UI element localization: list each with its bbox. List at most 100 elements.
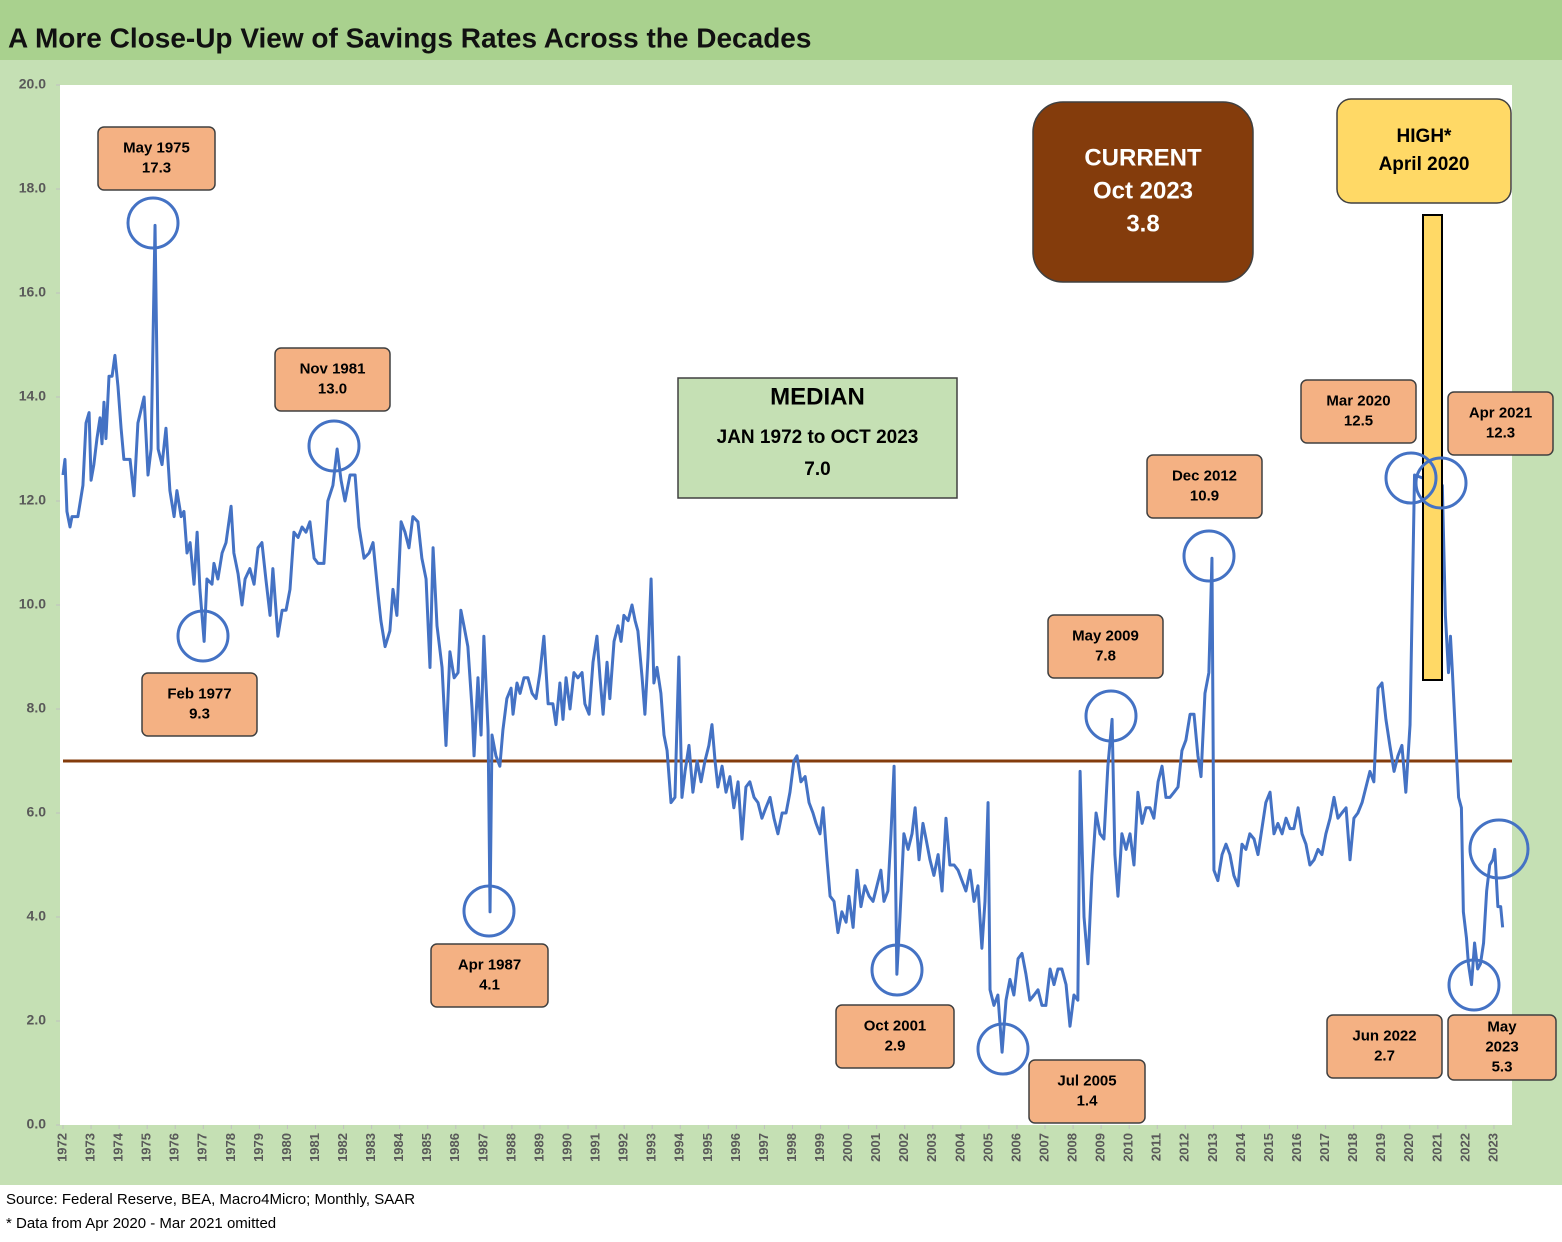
y-tick-label: 4.0: [27, 908, 47, 924]
source-note: Source: Federal Reserve, BEA, Macro4Micr…: [6, 1191, 415, 1208]
footer-background: [0, 1185, 1562, 1242]
highlight-circle: [1182, 529, 1236, 583]
x-tick-label: 1984: [391, 1132, 406, 1162]
y-tick-label: 6.0: [27, 804, 47, 820]
annotation-box: [430, 943, 549, 1008]
y-tick-label: 16.0: [19, 284, 46, 300]
annotation-box: [835, 1004, 955, 1069]
x-tick-label: 2021: [1429, 1133, 1444, 1162]
annotation-box: [1300, 379, 1417, 444]
annotation-text: MEDIAN: [770, 383, 865, 410]
x-tick-label: 2014: [1233, 1132, 1248, 1162]
annotation-text: 7.8: [1095, 647, 1116, 664]
y-tick-label: 10.0: [19, 596, 46, 612]
annotation-text: Jul 2005: [1057, 1072, 1116, 1089]
x-tick-label: 1991: [588, 1133, 603, 1162]
omitted-period-bar: [1422, 214, 1443, 681]
annotation-text: 1.4: [1077, 1092, 1099, 1109]
x-tick-label: 1975: [139, 1133, 154, 1162]
annotation-box: [141, 672, 258, 737]
x-tick-label: 1979: [251, 1133, 266, 1162]
plot: 0.0 2.0 4.0 6.0 8.0 10.0 12.0 14.0 16.0 18.0 20.0 1…: [19, 76, 1512, 1162]
annotation-text: May 1975: [123, 139, 190, 156]
x-tick-label: 1990: [559, 1133, 574, 1162]
x-tick-label: 2007: [1036, 1133, 1051, 1162]
title-bar: [0, 0, 1562, 60]
annotation-box: [1047, 614, 1164, 679]
x-tick-label: 1994: [672, 1132, 687, 1162]
x-tick-label: 2000: [840, 1133, 855, 1162]
annotation-text: Oct 2023: [1093, 177, 1193, 204]
highlight-circle: [1414, 456, 1468, 510]
highlight-circle: [1447, 958, 1501, 1012]
annotation-text: 3.8: [1126, 210, 1159, 237]
y-tick-label: 0.0: [27, 1116, 47, 1132]
x-tick-label: 1995: [700, 1133, 715, 1162]
x-tick-label: 1992: [616, 1133, 631, 1162]
y-tick-label: 18.0: [19, 180, 46, 196]
annotation-text: 5.3: [1492, 1058, 1513, 1075]
annotation-box: [1146, 454, 1263, 519]
current-box: [1032, 101, 1254, 283]
x-tick-label: 2012: [1177, 1133, 1192, 1162]
x-tick-label: 1977: [195, 1133, 210, 1162]
chart-title: A More Close-Up View of Savings Rates Ac…: [8, 22, 811, 53]
annotation-text: Dec 2012: [1172, 467, 1237, 484]
annotation-text: 9.3: [189, 705, 210, 722]
annotation-text: Jun 2022: [1352, 1027, 1416, 1044]
annotation-text: 12.5: [1344, 412, 1373, 429]
x-tick-label: 1983: [363, 1133, 378, 1162]
annotation-text: CURRENT: [1084, 144, 1202, 171]
x-tick-label: 1987: [475, 1133, 490, 1162]
x-tick-label: 2003: [924, 1133, 939, 1162]
x-tick-label: 1985: [419, 1133, 434, 1162]
x-tick-label: 1993: [644, 1133, 659, 1162]
x-tick-label: 2016: [1289, 1133, 1304, 1162]
x-tick-label: 1978: [223, 1133, 238, 1162]
highlight-circle: [976, 1022, 1030, 1076]
x-tick-label: 2009: [1093, 1133, 1108, 1162]
annotation-text: 10.9: [1190, 487, 1219, 504]
x-tick-label: 1997: [756, 1133, 771, 1162]
x-tick-label: 2018: [1345, 1133, 1360, 1162]
annotation-box: [677, 377, 958, 499]
annotation-text: April 2020: [1379, 154, 1470, 175]
y-tick-label: 2.0: [27, 1012, 47, 1028]
annotation-text: 2.9: [885, 1037, 906, 1054]
annotation-box: [97, 126, 216, 191]
annotation-box: [1326, 1014, 1443, 1079]
footnote: * Data from Apr 2020 - Mar 2021 omitted: [6, 1215, 276, 1232]
annotation-text: May: [1487, 1018, 1517, 1035]
plot-area: [60, 85, 1512, 1125]
x-tick-label: 2010: [1121, 1133, 1136, 1162]
median-value: 7.0: [804, 459, 830, 480]
annotation-text: Apr 1987: [458, 956, 521, 973]
annotation-text: Mar 2020: [1326, 392, 1390, 409]
x-tick-label: 1999: [812, 1133, 827, 1162]
highlight-circle: [176, 609, 230, 663]
annotation-text: May 2009: [1072, 627, 1139, 644]
annotation-box: [274, 347, 391, 412]
highlight-circle: [1084, 689, 1138, 743]
x-tick-label: 1982: [335, 1133, 350, 1162]
y-tick-label: 12.0: [19, 492, 46, 508]
x-tick-label: 2023: [1485, 1133, 1500, 1162]
x-tick-label: 2022: [1457, 1133, 1472, 1162]
x-tick-label: 1988: [503, 1133, 518, 1162]
annotation-box: [1447, 391, 1554, 456]
annotation-text: 2023: [1485, 1038, 1518, 1055]
x-tick-label: 2004: [952, 1132, 967, 1162]
x-tick-label: 1989: [531, 1133, 546, 1162]
x-tick-label: 2005: [980, 1133, 995, 1162]
x-tick-label: 1981: [307, 1133, 322, 1162]
x-tick-label: 2008: [1065, 1133, 1080, 1162]
x-tick-label: 1973: [82, 1133, 97, 1162]
annotation-text: Oct 2001: [864, 1017, 927, 1034]
y-tick-label: 14.0: [19, 388, 46, 404]
annotation-text: 12.3: [1486, 424, 1515, 441]
x-tick-label: 2013: [1205, 1133, 1220, 1162]
highlight-circle: [1468, 818, 1530, 880]
y-tick-label: 20.0: [19, 76, 46, 92]
